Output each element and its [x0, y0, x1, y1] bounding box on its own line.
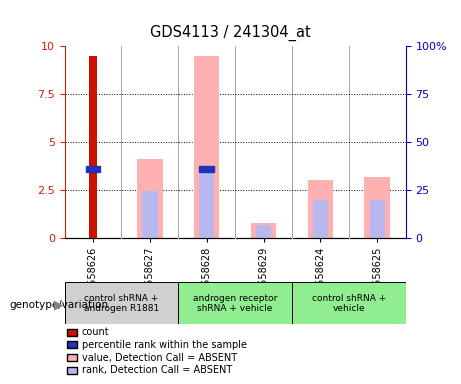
Bar [256, 225, 271, 238]
Bar [365, 177, 390, 238]
Bar [89, 56, 97, 238]
Bar [194, 56, 219, 238]
Bar [251, 223, 276, 238]
Bar [292, 282, 406, 324]
Text: control shRNA +
vehicle: control shRNA + vehicle [312, 294, 386, 313]
Bar [137, 159, 163, 238]
Bar [370, 200, 385, 238]
Text: androgen receptor
shRNA + vehicle: androgen receptor shRNA + vehicle [193, 294, 278, 313]
Bar [307, 180, 333, 238]
Text: genotype/variation: genotype/variation [9, 300, 108, 310]
Text: percentile rank within the sample: percentile rank within the sample [82, 340, 247, 350]
Bar [86, 166, 100, 172]
Text: count: count [82, 327, 109, 337]
Bar [65, 282, 178, 324]
Text: rank, Detection Call = ABSENT: rank, Detection Call = ABSENT [82, 365, 232, 375]
Bar [199, 169, 214, 238]
Bar [199, 166, 214, 172]
Bar [178, 282, 292, 324]
Text: ▶: ▶ [54, 299, 64, 312]
Bar [313, 200, 328, 238]
Text: value, Detection Call = ABSENT: value, Detection Call = ABSENT [82, 353, 236, 362]
Bar [142, 191, 158, 238]
Text: GDS4113 / 241304_at: GDS4113 / 241304_at [150, 25, 311, 41]
Text: control shRNA +
androgen R1881: control shRNA + androgen R1881 [84, 294, 159, 313]
